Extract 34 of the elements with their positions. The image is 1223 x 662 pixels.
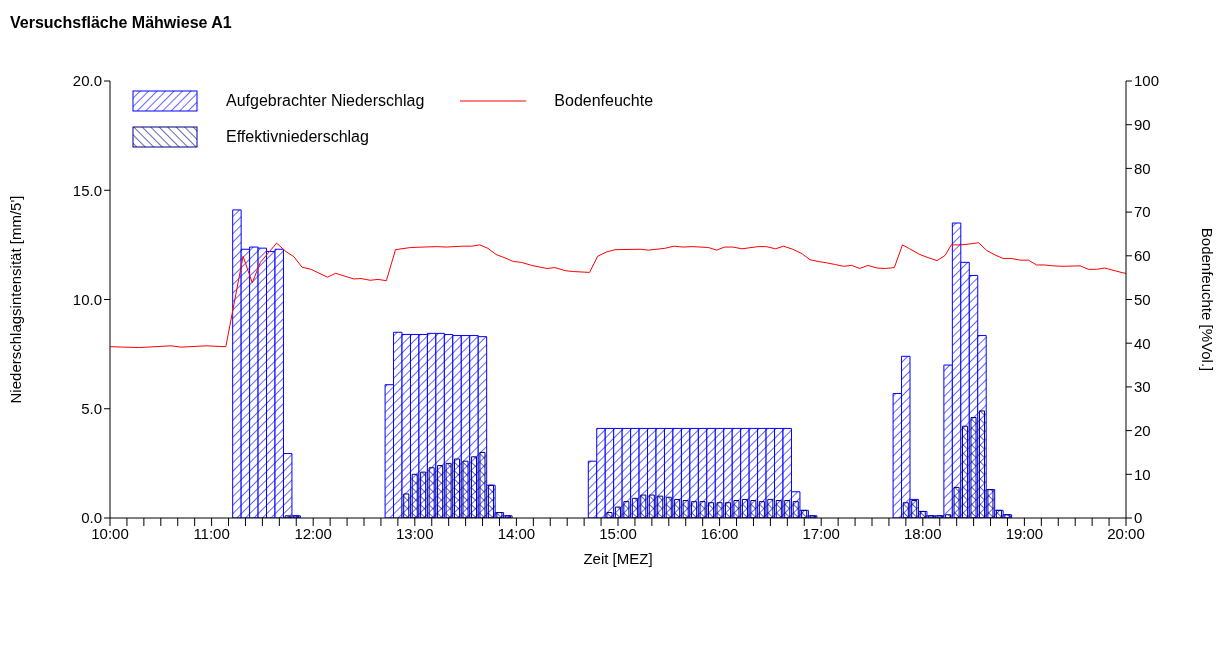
legend-label: Bodenfeuchte	[554, 92, 654, 110]
x-tick-label: 10:00	[91, 524, 129, 542]
y2-tick-label: 100	[1134, 72, 1160, 90]
x-tick-label: 15:00	[599, 524, 637, 542]
y-tick-label: 10.0	[72, 290, 102, 308]
x-tick-label: 11:00	[193, 524, 230, 542]
x-tick-label: 17:00	[802, 524, 840, 542]
x-tick-label: 19:00	[1005, 524, 1044, 542]
y-tick-label: 15.0	[72, 181, 102, 199]
y2-tick-label: 40	[1134, 334, 1151, 352]
y2-tick-label: 90	[1134, 116, 1151, 134]
y2-tick-label: 20	[1134, 421, 1151, 439]
y-axis-title: Niederschlagsintensität [mm/5']	[7, 195, 25, 404]
y2-tick-label: 0	[1134, 509, 1143, 527]
legend-label: Aufgebrachter Niederschlag	[226, 92, 425, 110]
y-tick-label: 5.0	[81, 400, 102, 418]
x-tick-label: 13:00	[396, 524, 434, 542]
x-tick-label: 16:00	[700, 524, 739, 542]
chart-title: Versuchsfläche Mähwiese A1	[10, 14, 232, 32]
y2-tick-label: 60	[1134, 247, 1151, 265]
y-tick-label: 0.0	[81, 509, 102, 527]
x-tick-label: 12:00	[294, 524, 332, 542]
y-tick-label: 20.0	[72, 72, 102, 90]
y2-axis-title: Bodenfeuchte [%Vol.]	[1198, 227, 1216, 372]
legend-label: Effektivniederschlag	[226, 128, 369, 146]
x-tick-label: 18:00	[904, 524, 942, 542]
y2-tick-label: 80	[1134, 159, 1151, 177]
x-tick-label: 14:00	[497, 524, 536, 542]
x-axis-title: Zeit [MEZ]	[583, 550, 653, 567]
x-tick-label: 20:00	[1107, 524, 1145, 542]
y2-tick-label: 30	[1134, 378, 1151, 396]
y2-tick-label: 70	[1134, 203, 1151, 221]
y2-tick-label: 10	[1134, 465, 1151, 483]
y2-tick-label: 50	[1134, 290, 1151, 308]
